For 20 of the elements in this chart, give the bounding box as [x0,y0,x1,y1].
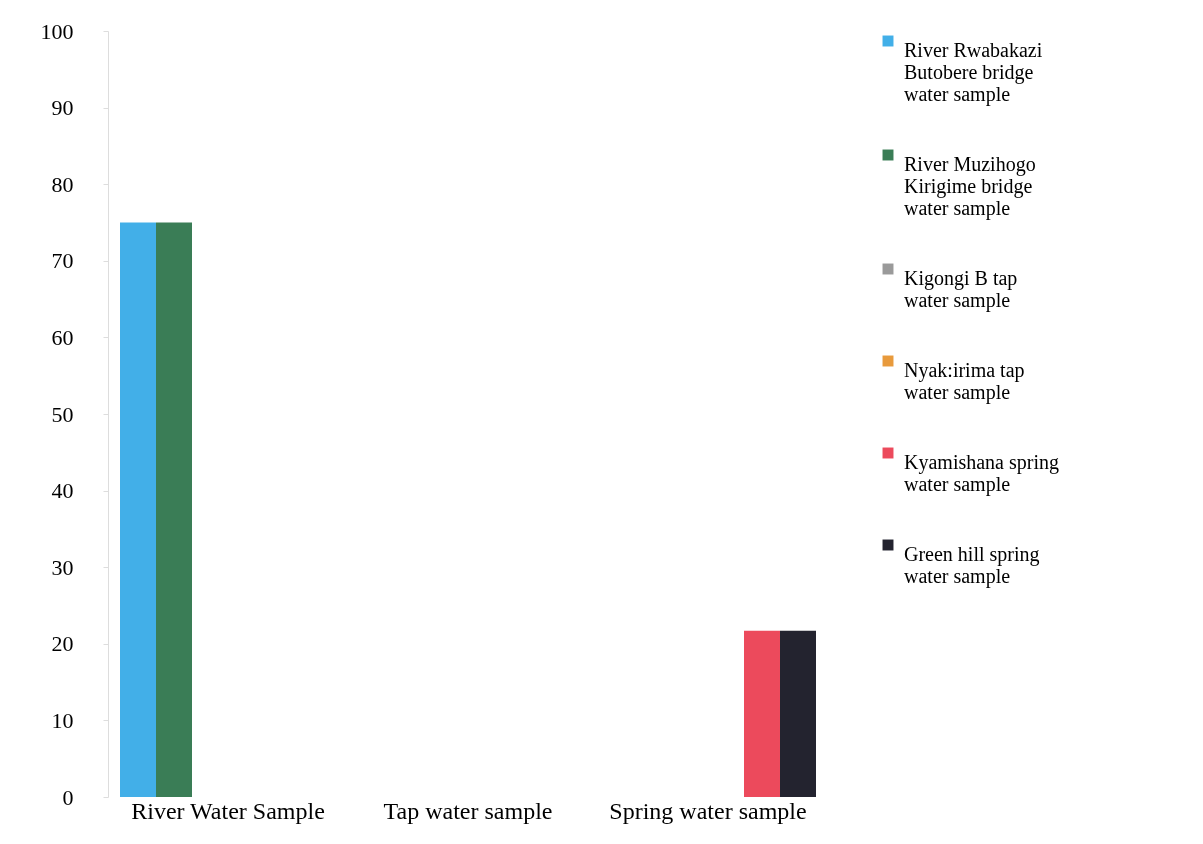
y-tick-label: 40 [51,478,74,504]
y-tick-label: 90 [51,95,74,121]
y-tick-label: 100 [40,18,74,44]
legend-label: Kyamishana spring water sample [904,451,1059,496]
legend-label: River Rwabakazi Butobere bridge water sample [904,39,1043,106]
legend-label: River Muzihogo Kirigime bridge water sample [904,153,1036,220]
y-tick-label: 70 [51,248,74,274]
x-tick-label: Spring water sample [609,797,807,824]
legend-label: Green hill spring water sample [904,543,1040,588]
y-tick-label: 20 [51,631,74,657]
y-tick-label: 30 [51,554,74,580]
y-tick-label: 10 [51,707,74,733]
x-tick-label: Tap water sample [383,797,553,824]
y-tick-label: 60 [51,324,74,350]
legend-label: Kigongi B tap water sample [904,267,1018,312]
y-tick-label: 80 [51,171,74,197]
y-tick-label: 0 [62,784,74,810]
y-tick-label: 50 [51,401,74,427]
legend-label: Nyak:irima tap water sample [904,359,1025,404]
x-tick-label: River Water Sample [131,797,325,824]
